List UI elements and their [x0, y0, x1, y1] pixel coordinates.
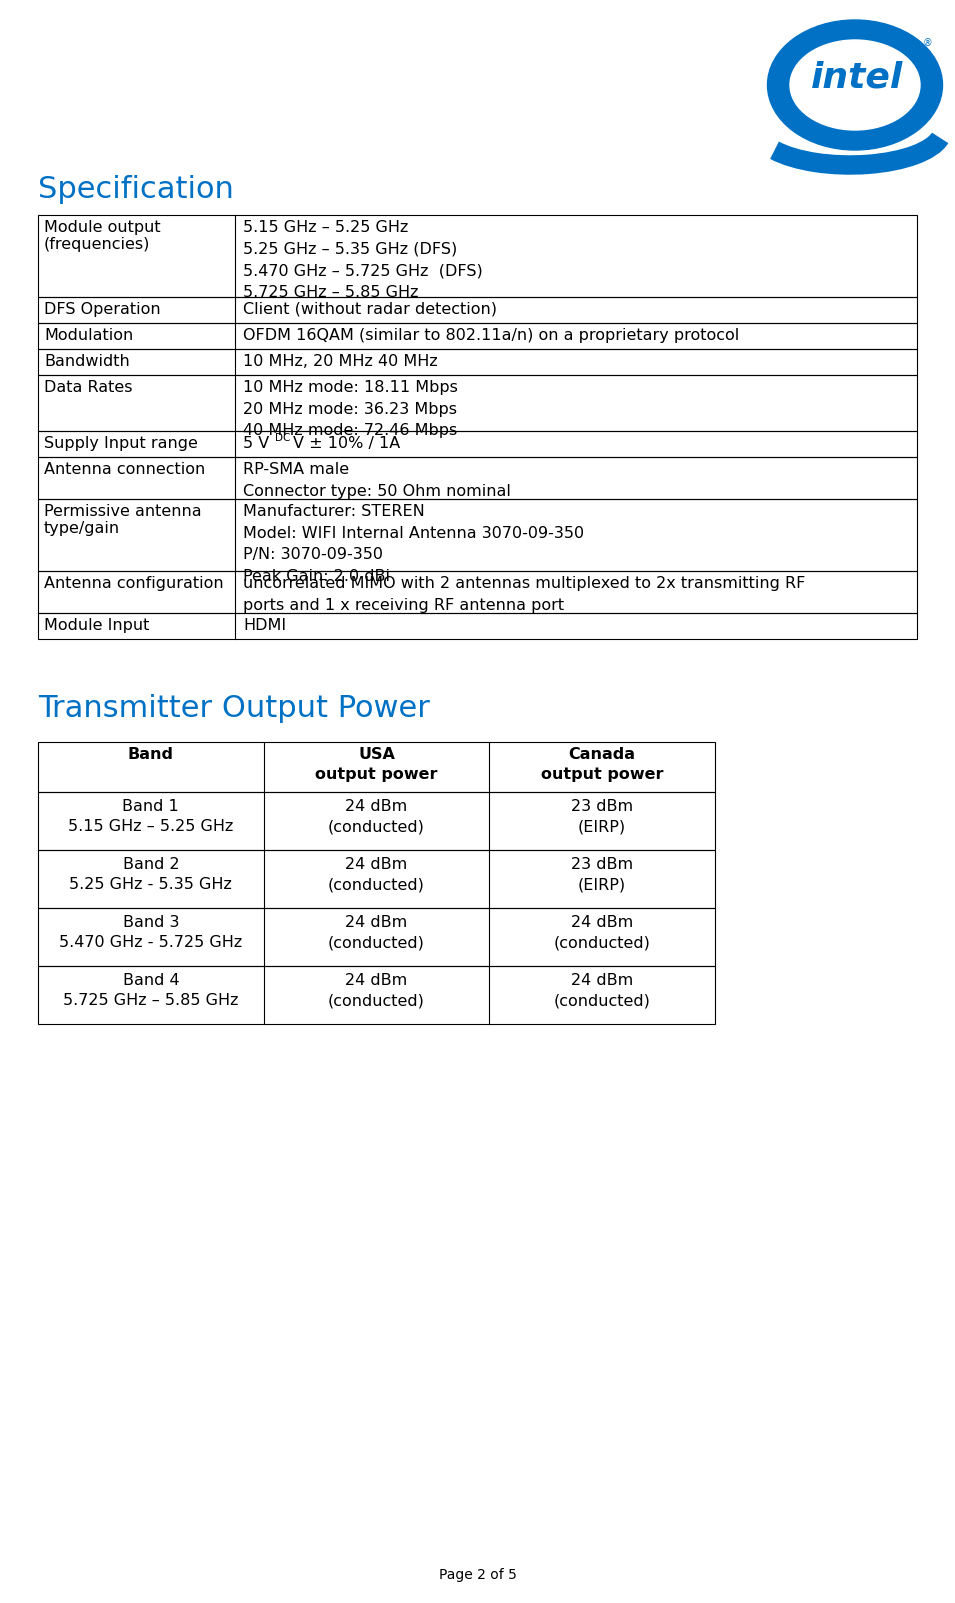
Text: V ± 10% / 1A: V ± 10% / 1A [293, 436, 400, 450]
Text: Transmitter Output Power: Transmitter Output Power [38, 694, 430, 723]
Bar [38, 571, 917, 612]
Text: Specification: Specification [38, 175, 234, 204]
Text: USA
output power: USA output power [315, 747, 437, 782]
Text: Permissive antenna
type/gain: Permissive antenna type/gain [44, 503, 202, 537]
Text: 10 MHz mode: 18.11 Mbps
20 MHz mode: 36.23 Mbps
40 MHz mode: 72.46 Mbps: 10 MHz mode: 18.11 Mbps 20 MHz mode: 36.… [243, 380, 457, 438]
Text: intel: intel [811, 59, 903, 95]
Bar [38, 375, 917, 431]
Text: Canada
output power: Canada output power [541, 747, 664, 782]
Text: 23 dBm
(EIRP): 23 dBm (EIRP) [571, 798, 633, 835]
Bar [38, 322, 917, 349]
Text: 5 V: 5 V [243, 436, 269, 450]
Text: 24 dBm
(conducted): 24 dBm (conducted) [329, 915, 425, 951]
Bar [38, 499, 917, 571]
Bar [38, 907, 715, 967]
Text: Page 2 of 5: Page 2 of 5 [438, 1568, 517, 1582]
Bar [38, 349, 917, 375]
Text: Data Rates: Data Rates [44, 380, 133, 394]
Text: 24 dBm
(conducted): 24 dBm (conducted) [329, 858, 425, 893]
Text: 24 dBm
(conducted): 24 dBm (conducted) [329, 798, 425, 835]
Text: Modulation: Modulation [44, 329, 134, 343]
Bar [38, 742, 715, 792]
Text: Bandwidth: Bandwidth [44, 354, 130, 369]
Text: Supply Input range: Supply Input range [44, 436, 198, 450]
Text: Band: Band [128, 747, 174, 761]
Bar [38, 792, 715, 850]
Ellipse shape [790, 40, 920, 130]
Bar [38, 215, 917, 297]
Text: 24 dBm
(conducted): 24 dBm (conducted) [554, 973, 650, 1008]
Text: Antenna connection: Antenna connection [44, 462, 205, 478]
Text: OFDM 16QAM (similar to 802.11a/n) on a proprietary protocol: OFDM 16QAM (similar to 802.11a/n) on a p… [243, 329, 739, 343]
Text: RP-SMA male
Connector type: 50 Ohm nominal: RP-SMA male Connector type: 50 Ohm nomin… [243, 462, 511, 499]
Bar [38, 457, 917, 499]
Bar [38, 850, 715, 907]
Text: DC: DC [275, 433, 290, 442]
Text: 24 dBm
(conducted): 24 dBm (conducted) [554, 915, 650, 951]
Text: Band 4
5.725 GHz – 5.85 GHz: Band 4 5.725 GHz – 5.85 GHz [63, 973, 239, 1008]
Text: 24 dBm
(conducted): 24 dBm (conducted) [329, 973, 425, 1008]
Ellipse shape [768, 19, 943, 151]
Text: HDMI: HDMI [243, 619, 286, 633]
Text: Band 1
5.15 GHz – 5.25 GHz: Band 1 5.15 GHz – 5.25 GHz [68, 798, 234, 835]
Text: 5.15 GHz – 5.25 GHz
5.25 GHz – 5.35 GHz (DFS)
5.470 GHz – 5.725 GHz  (DFS)
5.725: 5.15 GHz – 5.25 GHz 5.25 GHz – 5.35 GHz … [243, 220, 482, 300]
Text: ®: ® [923, 38, 932, 48]
Text: Module Input: Module Input [44, 619, 149, 633]
Text: uncorrelated MIMO with 2 antennas multiplexed to 2x transmitting RF
ports and 1 : uncorrelated MIMO with 2 antennas multip… [243, 575, 805, 612]
Text: Module output
(frequencies): Module output (frequencies) [44, 220, 160, 252]
Bar [38, 967, 715, 1024]
Bar [38, 612, 917, 640]
Text: Client (without radar detection): Client (without radar detection) [243, 301, 497, 317]
Text: Band 3
5.470 GHz - 5.725 GHz: Band 3 5.470 GHz - 5.725 GHz [59, 915, 243, 951]
Text: Band 2
5.25 GHz - 5.35 GHz: Band 2 5.25 GHz - 5.35 GHz [70, 858, 232, 893]
Text: Manufacturer: STEREN
Model: WIFI Internal Antenna 3070-09-350
P/N: 3070-09-350
P: Manufacturer: STEREN Model: WIFI Interna… [243, 503, 584, 583]
Text: 23 dBm
(EIRP): 23 dBm (EIRP) [571, 858, 633, 893]
Text: 10 MHz, 20 MHz 40 MHz: 10 MHz, 20 MHz 40 MHz [243, 354, 437, 369]
Bar [38, 297, 917, 322]
Text: Antenna configuration: Antenna configuration [44, 575, 223, 592]
Text: DFS Operation: DFS Operation [44, 301, 160, 317]
Bar [38, 431, 917, 457]
